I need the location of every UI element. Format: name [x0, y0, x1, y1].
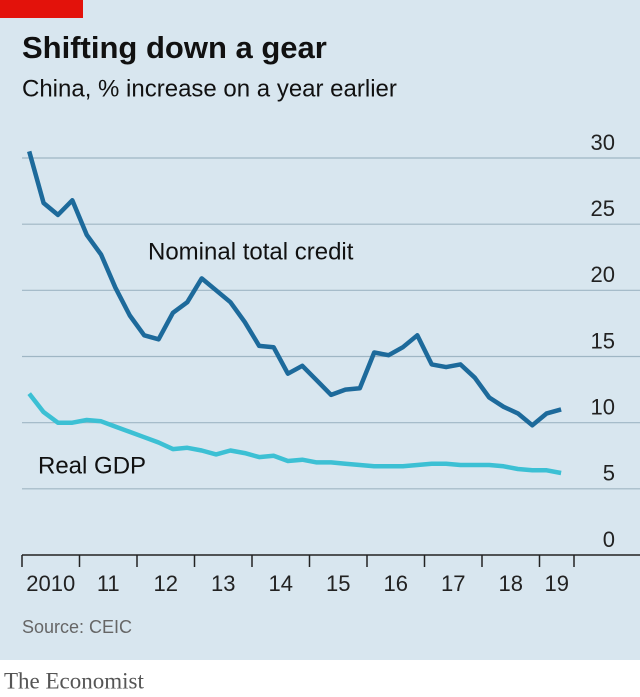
x-tick-label: 17: [441, 571, 465, 596]
y-tick-label: 30: [591, 130, 615, 155]
series-line: [27, 150, 562, 428]
x-tick-label: 12: [154, 571, 178, 596]
x-tick-label: 18: [499, 571, 523, 596]
x-tick-label: 14: [269, 571, 293, 596]
brand: The Economist: [4, 668, 144, 693]
chart-subtitle: China, % increase on a year earlier: [22, 75, 397, 102]
x-tick-label: 2010: [26, 571, 75, 596]
series-label: Nominal total credit: [148, 238, 354, 265]
y-tick-label: 5: [603, 461, 615, 486]
red-tag: [0, 0, 83, 18]
series-label: Real GDP: [38, 452, 146, 479]
series-line: [27, 392, 562, 476]
x-tick-label: 16: [384, 571, 408, 596]
y-tick-label: 20: [591, 262, 615, 287]
chart-title: Shifting down a gear: [22, 30, 327, 65]
y-tick-label: 15: [591, 328, 615, 353]
y-tick-label: 25: [591, 196, 615, 221]
x-tick-label: 11: [97, 571, 120, 596]
x-tick-label: 13: [211, 571, 235, 596]
y-tick-label: 0: [603, 527, 615, 552]
x-tick-label: 19: [545, 571, 569, 596]
y-tick-label: 10: [591, 394, 615, 419]
source: Source: CEIC: [22, 617, 132, 637]
panel: [0, 0, 640, 660]
x-tick-label: 15: [326, 571, 350, 596]
